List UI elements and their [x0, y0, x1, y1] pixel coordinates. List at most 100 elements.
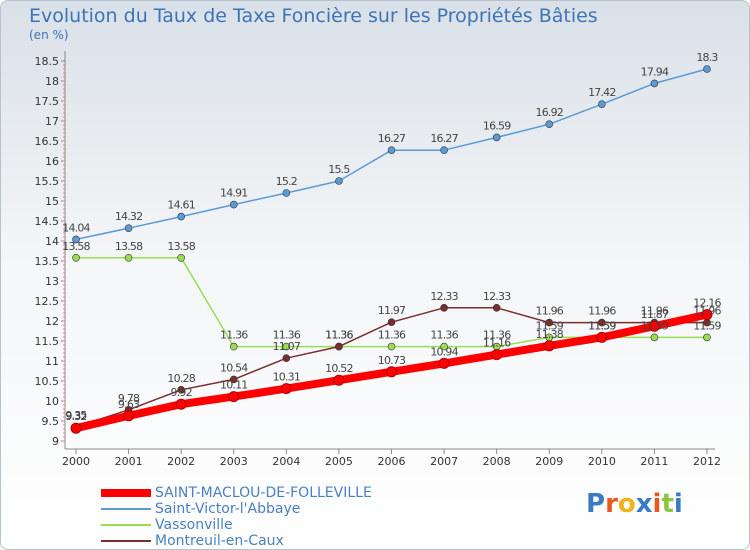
data-label: 11.96	[536, 305, 564, 318]
y-tick-label: 10.5	[35, 375, 60, 388]
legend-label: Saint-Victor-l'Abbaye	[155, 501, 301, 517]
data-point	[440, 342, 448, 351]
proxiti-logo: Proxiti	[586, 489, 683, 519]
x-tick-label: 2003	[220, 455, 248, 468]
data-label: 11.36	[325, 329, 353, 342]
data-point	[703, 333, 711, 342]
data-point	[72, 235, 80, 244]
data-label: 18.3	[696, 51, 718, 64]
logo-letter: x	[635, 489, 653, 519]
data-label: 11.36	[483, 329, 511, 342]
data-point	[335, 342, 343, 351]
data-label: 14.32	[115, 210, 143, 223]
y-tick-label: 17	[45, 115, 59, 128]
data-label: 10.11	[220, 379, 248, 392]
legend-swatch	[101, 489, 151, 497]
y-tick-label: 11	[45, 355, 59, 368]
data-label: 10.54	[220, 361, 248, 374]
data-point	[282, 354, 291, 363]
data-point	[333, 374, 345, 386]
data-label: 11.59	[641, 319, 669, 332]
data-point	[598, 318, 606, 327]
data-point	[282, 189, 291, 197]
data-point	[648, 320, 660, 332]
y-tick-label: 9	[52, 435, 59, 448]
data-label: 14.61	[167, 199, 195, 212]
data-point	[280, 383, 292, 395]
legend-swatch	[101, 508, 151, 510]
data-point	[492, 303, 501, 312]
data-label: 11.87	[641, 308, 669, 321]
data-label: 11.36	[220, 329, 248, 342]
x-tick-label: 2011	[640, 455, 668, 468]
data-point	[440, 146, 448, 154]
data-label: 11.96	[641, 305, 669, 318]
legend-label: Vassonville	[155, 517, 233, 533]
data-label: 15.2	[276, 175, 297, 188]
logo-letter: i	[652, 489, 662, 519]
x-tick-label: 2007	[430, 455, 458, 468]
data-point	[282, 342, 291, 351]
data-label: 9.35	[65, 409, 87, 422]
y-tick-label: 9.5	[42, 415, 60, 428]
y-tick-label: 18	[45, 75, 59, 88]
x-tick-label: 2010	[588, 455, 616, 468]
y-tick-label: 15	[45, 195, 59, 208]
x-tick-label: 2012	[693, 455, 721, 468]
data-point	[491, 349, 503, 361]
legend-swatch	[101, 540, 151, 542]
data-point	[387, 318, 396, 327]
data-label: 16.27	[378, 132, 406, 145]
data-point	[543, 340, 555, 352]
data-point	[229, 342, 238, 351]
data-point	[492, 133, 501, 142]
data-label: 10.52	[325, 362, 353, 375]
legend-label: Montreuil-en-Caux	[155, 533, 284, 549]
y-tick-label: 13	[45, 275, 59, 288]
data-label: 9.32	[65, 410, 86, 423]
data-label: 10.28	[167, 372, 195, 385]
data-label: 11.16	[483, 337, 511, 350]
data-point	[438, 357, 450, 369]
data-point	[386, 366, 397, 378]
data-label: 11.36	[325, 329, 353, 342]
data-label: 16.92	[536, 106, 564, 119]
data-label: 11.07	[273, 340, 301, 353]
y-tick-label: 16.5	[35, 135, 60, 148]
data-label: 10.73	[378, 354, 406, 367]
data-point	[124, 253, 133, 262]
data-label: 10.31	[273, 371, 301, 384]
logo-letter: o	[617, 489, 636, 519]
data-label: 15.5	[328, 163, 350, 176]
data-point	[440, 303, 448, 312]
y-tick-label: 10	[45, 395, 59, 408]
data-label: 11.36	[378, 329, 406, 342]
logo-letter: i	[673, 489, 683, 519]
data-label: 11.59	[588, 319, 616, 332]
data-label: 11.59	[588, 319, 616, 332]
x-tick-label: 2006	[378, 455, 406, 468]
y-tick-label: 14.5	[35, 215, 60, 228]
data-point	[229, 375, 238, 384]
x-tick-label: 2000	[62, 455, 90, 468]
data-point	[598, 100, 606, 108]
x-tick-label: 2004	[272, 455, 300, 468]
data-label: 14.04	[62, 221, 90, 234]
x-tick-label: 2001	[115, 455, 143, 468]
data-point	[175, 398, 187, 410]
data-label: 11.59	[693, 319, 721, 332]
data-point	[650, 79, 659, 88]
x-tick-label: 2008	[483, 455, 511, 468]
data-label: 12.33	[483, 290, 511, 303]
legend-swatch	[101, 524, 151, 526]
data-label: 11.59	[536, 319, 564, 332]
y-tick-label: 17.5	[35, 95, 60, 108]
y-tick-label: 14	[45, 235, 59, 248]
data-point	[701, 309, 713, 321]
data-label: 16.27	[430, 132, 458, 145]
data-point	[387, 342, 396, 351]
data-label: 11.36	[273, 329, 301, 342]
data-point	[596, 331, 608, 343]
